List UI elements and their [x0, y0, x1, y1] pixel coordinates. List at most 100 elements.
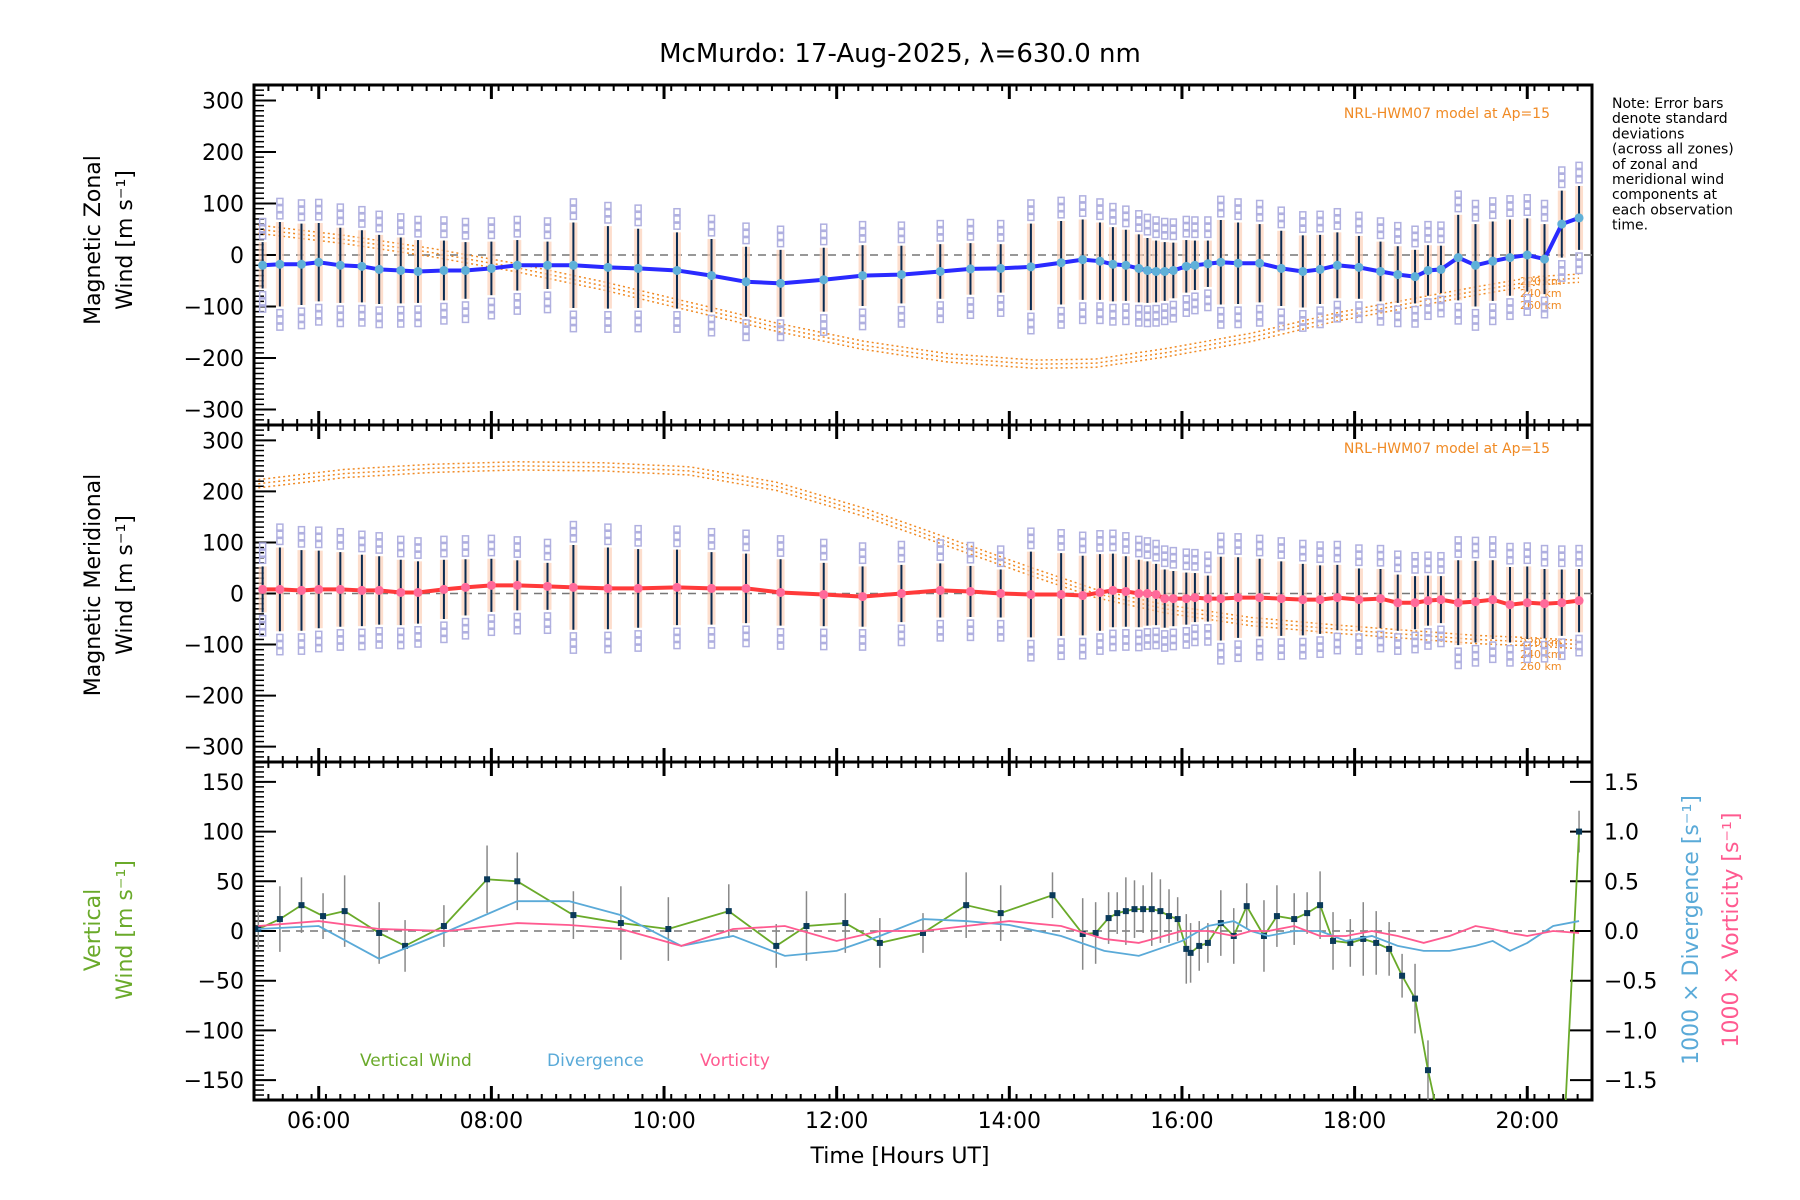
zone-sample [1234, 313, 1242, 322]
zone-sample [396, 227, 405, 236]
vertical-wind-point [514, 878, 521, 885]
zone-sample [1454, 550, 1462, 558]
wind-point [1216, 257, 1226, 267]
legend-vorticity: Vorticity [700, 1051, 770, 1071]
zone-sample [314, 526, 323, 534]
zone-sample [1135, 304, 1143, 313]
zone-sample [1394, 319, 1402, 328]
zone-sample [673, 207, 681, 216]
y-tick-label: 100 [202, 821, 244, 846]
zone-sample [1376, 311, 1385, 319]
x-tick-label: 10:00 [632, 1109, 695, 1134]
zone-sample [1437, 566, 1445, 574]
zone-sample [1355, 558, 1363, 567]
wind-point [396, 265, 406, 275]
zone-sample [1191, 292, 1199, 300]
wind-point [1354, 595, 1364, 605]
zone-sample [513, 230, 522, 238]
zone-sample [1057, 203, 1065, 212]
zone-sample [1437, 551, 1445, 560]
wind-point [1056, 258, 1066, 268]
zone-sample [414, 319, 422, 328]
zone-sample [966, 633, 975, 642]
zone-sample [569, 639, 578, 647]
zone-sample [1057, 652, 1065, 661]
y2-tick-label: 0.0 [1604, 920, 1639, 945]
zone-sample [1182, 634, 1191, 642]
zone-sample [1109, 536, 1117, 545]
zone-sample [897, 235, 906, 244]
zone-sample [1182, 309, 1191, 317]
zone-sample [1316, 217, 1324, 226]
zone-sample [1394, 640, 1402, 648]
zone-sample [1506, 652, 1514, 660]
zone-sample [1152, 304, 1160, 313]
zone-sample [297, 525, 306, 534]
zone-sample [1027, 527, 1035, 535]
wind-point [1488, 595, 1498, 605]
zone-sample [996, 627, 1005, 635]
zone-sample [858, 629, 867, 637]
zone-sample [1299, 546, 1307, 555]
zone-sample [1122, 546, 1130, 554]
vertical-wind-point [1576, 828, 1583, 835]
zone-sample [1191, 223, 1199, 231]
wind-point [413, 266, 423, 276]
legend-vertical-wind: Vertical Wind [360, 1051, 472, 1071]
zone-sample [1152, 539, 1160, 548]
zone-sample [1057, 536, 1065, 544]
zone-sample [673, 311, 681, 319]
zone-sample [358, 544, 366, 553]
meridional-ylabel-line1: Magnetic Meridional [81, 474, 106, 696]
zone-sample [897, 638, 906, 647]
zone-sample [1316, 224, 1324, 233]
y2-tick-label: −1.0 [1604, 1019, 1657, 1044]
zone-sample [1299, 644, 1307, 653]
wind-point [512, 580, 522, 590]
zone-sample [487, 541, 496, 550]
zone-sample [1540, 303, 1549, 312]
zone-sample [1488, 211, 1497, 220]
zone-sample [604, 537, 612, 546]
zone-sample [513, 292, 522, 301]
zone-sample [1437, 295, 1445, 304]
zone-sample [742, 333, 750, 342]
zone-sample [297, 321, 306, 330]
zone-sample [1096, 302, 1104, 310]
zone-sample [1217, 321, 1225, 329]
zone-sample [1182, 562, 1191, 571]
zone-sample [776, 535, 785, 543]
y-tick-label: 200 [202, 141, 244, 166]
zone-sample [819, 328, 828, 337]
zone-sample [375, 627, 383, 635]
zone-sample [776, 326, 785, 334]
zone-sample [314, 644, 323, 653]
zone-sample [707, 321, 716, 330]
zone-sample [1152, 546, 1160, 555]
zone-sample [673, 215, 681, 223]
zone-sample [1143, 312, 1152, 321]
zone-sample [1454, 654, 1462, 663]
zone-sample [1217, 650, 1225, 658]
zone-sample [673, 539, 681, 548]
zone-sample [1135, 643, 1143, 652]
zone-sample [858, 636, 867, 644]
zone-sample [1182, 548, 1191, 556]
zone-sample [1575, 266, 1583, 275]
zone-sample [1424, 642, 1432, 650]
zone-sample [297, 206, 306, 214]
zone-sample [1057, 543, 1065, 551]
zone-sample [1096, 205, 1104, 213]
zone-sample [1109, 636, 1117, 645]
wind-point [672, 265, 682, 275]
vertical-wind-point [1092, 929, 1099, 936]
zone-sample [1558, 260, 1566, 268]
zone-sample [1169, 554, 1178, 562]
vertical-wind-point [997, 910, 1004, 917]
zone-sample [1540, 544, 1549, 553]
zone-sample [1217, 314, 1225, 322]
zone-sample [1523, 201, 1532, 209]
zone-sample [1333, 639, 1342, 648]
zone-sample [513, 536, 522, 544]
zone-sample [1437, 559, 1445, 567]
